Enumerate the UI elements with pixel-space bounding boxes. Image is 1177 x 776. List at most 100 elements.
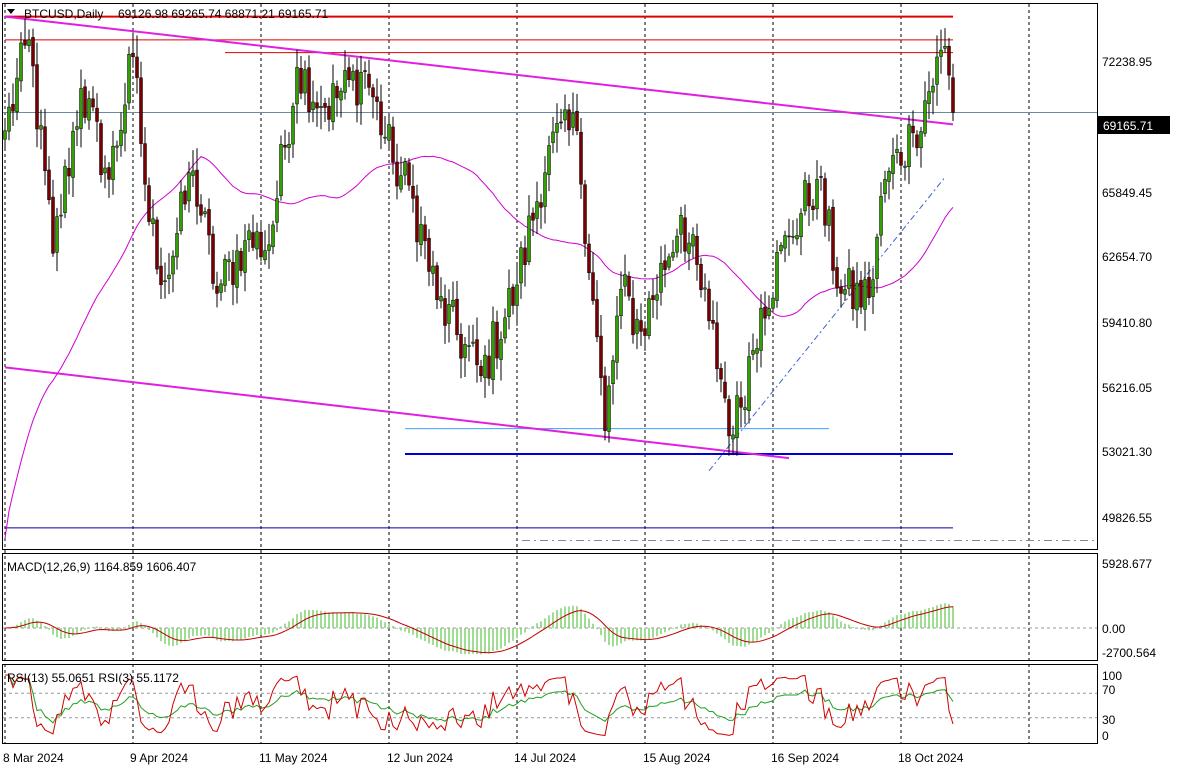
candle-body (547, 145, 551, 175)
candle-body (555, 123, 559, 133)
candle-body (439, 296, 443, 302)
candle-body (47, 169, 51, 200)
candle-body (23, 39, 27, 46)
candle-body (459, 334, 463, 359)
candle-body (867, 277, 871, 298)
candle-body (395, 161, 399, 187)
rsi-label: RSI(13) 55.0651 RSI(3) 55.1172 (7, 671, 179, 685)
candle-body (683, 217, 687, 252)
candle-body (311, 101, 315, 110)
grid-layer (3, 4, 1097, 743)
candle-body (507, 288, 511, 317)
candle-body (3, 130, 7, 140)
candle-body (751, 350, 755, 355)
candle-body (927, 91, 931, 104)
candle-body (251, 232, 255, 248)
candle-body (103, 167, 107, 174)
candle-body (819, 176, 823, 178)
candle-body (899, 152, 903, 166)
candle-body (379, 101, 383, 136)
candle-body (931, 85, 935, 93)
candle-body (591, 272, 595, 301)
candle-body (823, 178, 827, 226)
candle-body (351, 71, 355, 81)
candle-body (455, 298, 459, 335)
candle-body (603, 375, 607, 431)
candle-body (935, 56, 939, 85)
candle-body (383, 136, 387, 139)
candle-body (215, 285, 219, 294)
candle-body (291, 106, 295, 145)
candle-body (739, 397, 743, 408)
macd-panel-frame (2, 553, 1098, 661)
channel-bottom-line (4, 366, 790, 460)
candle-body (175, 233, 179, 258)
candle-body (259, 231, 263, 258)
candle-body (651, 295, 655, 300)
candle-body (647, 298, 651, 336)
candle-body (815, 179, 819, 210)
candle-body (483, 354, 487, 378)
candle-body (207, 209, 211, 236)
collapse-triangle-icon[interactable] (7, 9, 15, 14)
candle-body (771, 297, 775, 309)
candle-body (571, 112, 575, 128)
candle-body (891, 155, 895, 174)
candle-body (399, 175, 403, 190)
candle-body (611, 360, 615, 384)
candle-body (747, 356, 751, 411)
candle-body (183, 190, 187, 205)
candle-body (443, 298, 447, 326)
candle-body (579, 131, 583, 185)
candle-body (499, 339, 503, 360)
candle-body (663, 260, 667, 270)
candle-body (319, 106, 323, 108)
candle-body (595, 299, 599, 338)
candle-body (431, 265, 435, 274)
candle-body (31, 37, 35, 67)
candle-body (859, 280, 863, 308)
rsi-tick-30: 30 (1102, 713, 1116, 727)
candle-body (243, 240, 247, 273)
candle-body (787, 235, 791, 238)
candle-body (11, 104, 15, 112)
date-label-1: 9 Apr 2024 (130, 751, 188, 765)
candle-body (559, 121, 563, 124)
rsi3-line (5, 674, 954, 736)
candle-body (671, 252, 675, 258)
price-tick-5: 56216.05 (1102, 381, 1152, 395)
candle-body (95, 107, 99, 122)
candle-body (139, 77, 143, 144)
macd-tick-top: 5928.677 (1102, 557, 1152, 571)
candle-body (211, 233, 215, 284)
candle-body (727, 399, 731, 437)
candle-body (299, 67, 303, 94)
channel-top-line (4, 15, 954, 126)
candle-body (359, 71, 363, 105)
price-tick-7: 49826.55 (1102, 511, 1152, 525)
candle-body (59, 214, 63, 217)
candle-body (551, 131, 555, 143)
candle-body (363, 70, 367, 72)
candle-body (871, 279, 875, 297)
candle-body (615, 315, 619, 363)
rsi-tick-0: 0 (1102, 729, 1109, 743)
candle-body (327, 105, 331, 120)
current-price-box (1098, 116, 1170, 134)
candle-body (295, 67, 299, 105)
candle-body (875, 236, 879, 279)
candle-body (75, 126, 79, 130)
candle-body (623, 274, 627, 287)
candle-body (803, 180, 807, 212)
candle-body (143, 143, 147, 185)
candle-body (827, 209, 831, 226)
candle-body (111, 145, 115, 180)
candle-body (131, 52, 135, 58)
candle-body (67, 168, 71, 177)
candle-body (531, 212, 535, 221)
candle-body (119, 129, 123, 146)
macd-signal-line (4, 606, 954, 654)
chart-ohlc: 69126.98 69265.74 68871.21 69165.71 (118, 7, 329, 21)
